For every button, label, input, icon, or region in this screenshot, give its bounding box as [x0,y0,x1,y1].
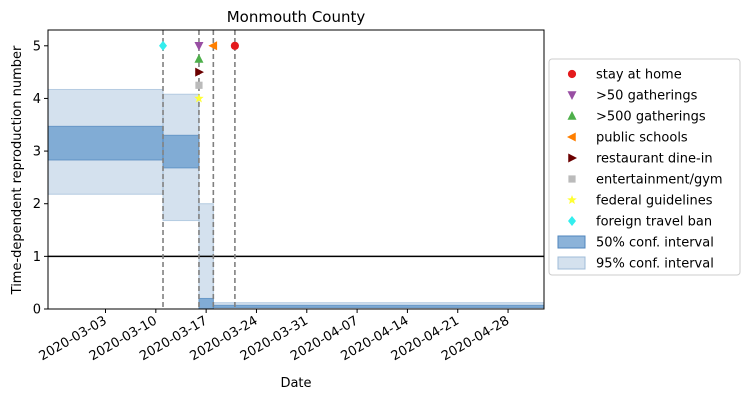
legend-swatch [557,235,586,249]
legend-label: 95% conf. interval [596,257,714,272]
event-marker [194,93,204,103]
legend-box [548,58,741,276]
legend-marker [567,132,576,142]
event-marker [159,40,168,51]
chart-title: Monmouth County [227,8,366,26]
y-tick-label: 0 [33,303,41,318]
y-tick-label: 4 [33,92,41,107]
y-tick-label: 1 [33,250,41,265]
legend-marker [568,153,577,163]
x-axis-label: Date [280,376,311,391]
y-tick-label: 2 [33,197,41,212]
legend-swatch [557,256,586,270]
legend-label: 50% conf. interval [596,236,714,251]
ci50-band [47,125,164,161]
legend-label: foreign travel ban [596,215,712,230]
legend-marker [568,175,576,183]
legend-marker [567,91,577,100]
plot-frame [47,29,545,310]
event-marker [194,42,204,51]
event-marker [195,81,203,89]
event-marker [195,67,204,77]
legend-label: public schools [596,131,688,146]
event-marker [230,41,239,50]
y-axis-label: Time-dependent reproduction number [10,45,25,295]
legend-label: entertainment/gym [596,173,723,188]
legend-marker [567,111,577,120]
event-marker [194,53,204,63]
legend-label: >50 gatherings [596,89,698,104]
legend: stay at home >50 gatherings >500 gathering… [548,58,741,276]
ci50-band [198,297,214,310]
plot-area: 0123452020-03-032020-03-102020-03-172020… [33,29,545,364]
y-tick-label: 5 [33,39,41,54]
event-marker [208,41,218,51]
legend-marker [568,216,576,226]
legend-label: stay at home [596,68,682,83]
ci50-band [212,304,545,308]
ci50-band [162,134,200,169]
legend-marker [567,195,577,205]
legend-label: >500 gatherings [596,110,706,125]
legend-label: restaurant dine-in [596,152,713,167]
legend-label: federal guidelines [596,194,713,209]
legend-marker [567,69,577,79]
y-tick-label: 3 [33,145,41,160]
